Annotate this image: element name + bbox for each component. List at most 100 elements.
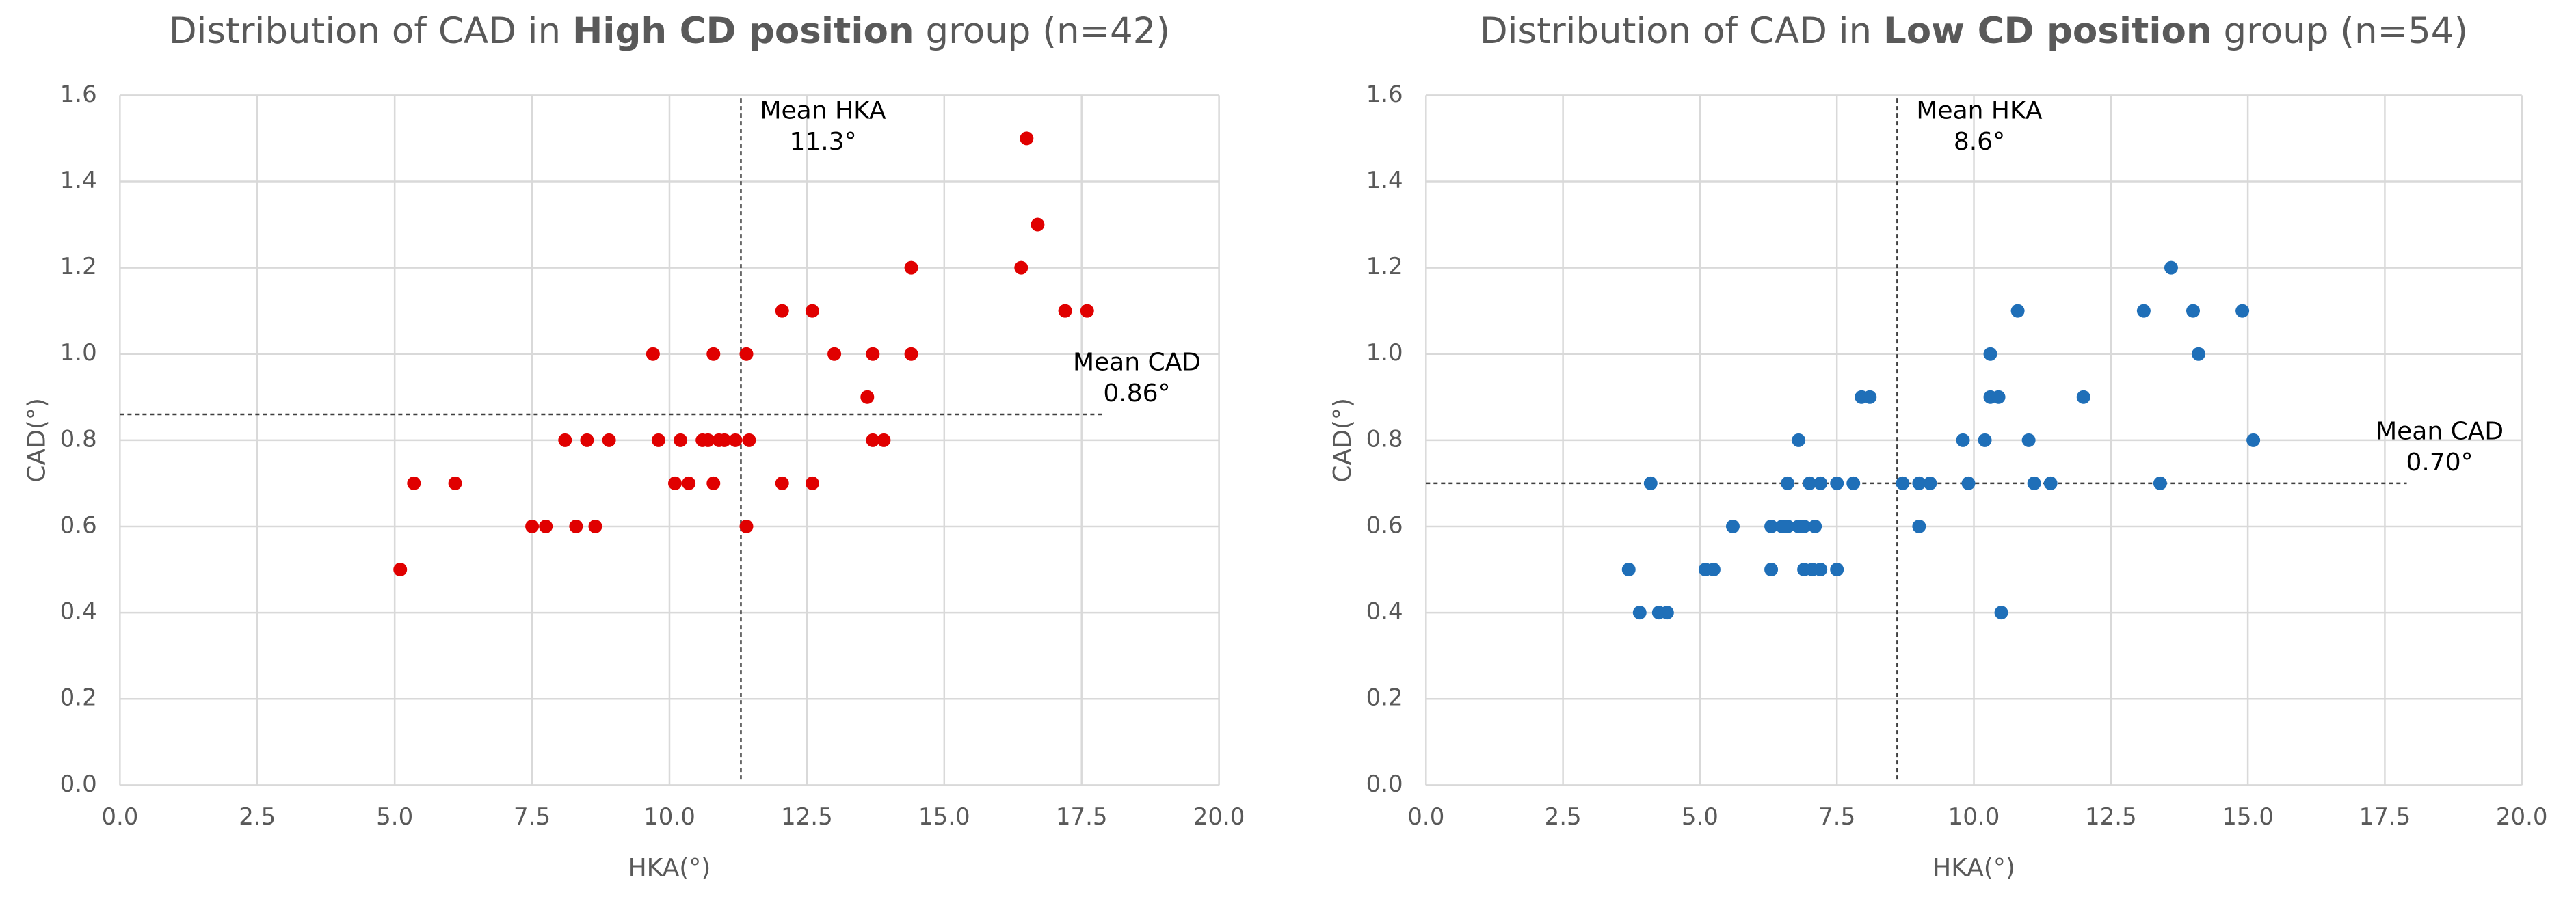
y-tick-label: 1.2 (1366, 253, 1403, 280)
data-point (448, 476, 462, 490)
data-point (1978, 433, 1992, 447)
x-tick-label: 12.5 (2085, 803, 2137, 831)
data-point (1080, 304, 1094, 318)
data-point (2246, 433, 2261, 447)
data-point (1031, 217, 1045, 232)
y-tick-label: 0.2 (1366, 684, 1403, 712)
data-point (1792, 433, 1806, 447)
y-tick-label: 0.4 (60, 598, 97, 626)
data-point (728, 433, 743, 447)
chart-title: Distribution of CAD in Low CD position g… (1480, 10, 2468, 52)
x-tick-label: 0.0 (1407, 803, 1444, 831)
data-point (1863, 390, 1877, 404)
data-point (1764, 563, 1779, 577)
annotation: 8.6° (1954, 128, 2005, 156)
data-point (866, 433, 880, 447)
data-point (775, 476, 789, 490)
data-point (602, 433, 616, 447)
data-point (701, 433, 715, 447)
y-axis-label: CAD(°) (1329, 398, 1357, 483)
data-point (1994, 606, 2008, 620)
y-tick-label: 0.8 (1366, 425, 1403, 453)
data-point (805, 304, 819, 318)
data-point (1846, 476, 1861, 490)
y-tick-label: 1.0 (60, 339, 97, 366)
data-point (1781, 519, 1795, 533)
data-point (525, 519, 540, 533)
data-point (682, 476, 696, 490)
data-point (2076, 390, 2090, 404)
x-axis-label: HKA(°) (1933, 854, 2015, 882)
data-point (2192, 347, 2206, 361)
annotation: 0.86° (1103, 379, 1170, 407)
data-point (805, 476, 819, 490)
data-point (2164, 260, 2178, 275)
data-point (1725, 519, 1740, 533)
y-tick-label: 1.2 (60, 253, 97, 280)
x-tick-label: 15.0 (2222, 803, 2274, 831)
annotation: Mean CAD (1073, 349, 1201, 377)
data-point (2043, 476, 2058, 490)
y-tick-label: 0.4 (1366, 598, 1403, 626)
y-tick-label: 0.0 (1366, 771, 1403, 798)
annotation: Mean HKA (1916, 96, 2043, 124)
data-point (1912, 476, 1926, 490)
data-point (1991, 390, 2006, 404)
data-point (1912, 519, 1926, 533)
data-point (1706, 563, 1721, 577)
data-point (1621, 563, 1636, 577)
data-point (393, 563, 408, 577)
x-tick-label: 17.5 (1056, 803, 1108, 831)
data-point (2027, 476, 2041, 490)
data-point (827, 347, 842, 361)
data-point (407, 476, 421, 490)
x-tick-label: 5.0 (1682, 803, 1718, 831)
annotation: 11.3° (790, 128, 857, 156)
y-tick-label: 1.0 (1366, 339, 1403, 366)
data-point (860, 390, 875, 404)
x-tick-label: 17.5 (2359, 803, 2411, 831)
x-tick-label: 15.0 (918, 803, 970, 831)
y-tick-label: 1.4 (1366, 167, 1403, 194)
data-point (904, 260, 918, 275)
data-point (1983, 347, 1997, 361)
data-point (651, 433, 665, 447)
data-point (1632, 606, 1647, 620)
data-point (1764, 519, 1779, 533)
data-point (668, 476, 682, 490)
data-point (877, 433, 891, 447)
x-axis-label: HKA(°) (628, 854, 711, 882)
data-point (1830, 476, 1844, 490)
y-tick-label: 0.0 (60, 771, 97, 798)
data-point (2136, 304, 2151, 318)
data-point (674, 433, 688, 447)
data-point (739, 519, 754, 533)
data-point (706, 347, 721, 361)
data-point (569, 519, 583, 533)
data-point (1803, 476, 1817, 490)
data-point (539, 519, 553, 533)
data-point (2186, 304, 2200, 318)
data-point (717, 433, 732, 447)
x-tick-label: 12.5 (781, 803, 833, 831)
data-point (742, 433, 756, 447)
data-point (2010, 304, 2025, 318)
data-point (1643, 476, 1658, 490)
x-tick-label: 2.5 (239, 803, 276, 831)
data-point (1961, 476, 1976, 490)
data-point (1830, 563, 1844, 577)
annotation: 0.70° (2406, 449, 2473, 477)
title-part: group (n=54) (2212, 10, 2468, 52)
x-tick-label: 0.0 (101, 803, 138, 831)
data-point (1814, 563, 1828, 577)
data-point (2153, 476, 2167, 490)
y-axis-label: CAD(°) (23, 398, 51, 483)
data-point (1956, 433, 1970, 447)
x-tick-label: 10.0 (1948, 803, 2000, 831)
data-point (1660, 606, 1674, 620)
title-part: High CD position (572, 10, 914, 52)
y-tick-label: 0.6 (1366, 511, 1403, 539)
data-point (558, 433, 572, 447)
data-point (1797, 519, 1811, 533)
data-point (580, 433, 594, 447)
